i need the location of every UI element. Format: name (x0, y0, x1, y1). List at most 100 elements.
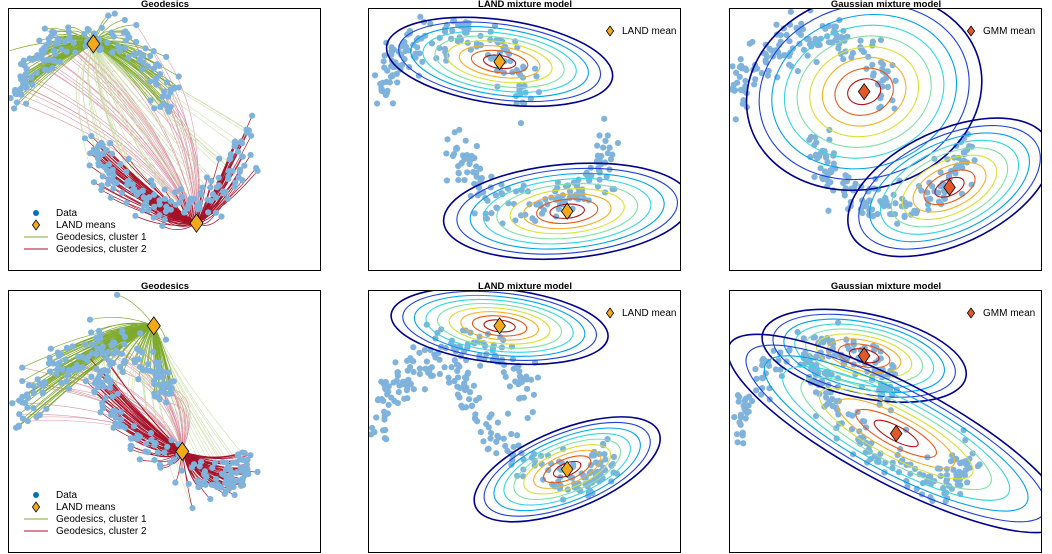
data-point (147, 367, 154, 374)
density-contour (446, 40, 553, 84)
data-point (101, 164, 108, 171)
panel-title: Geodesics (141, 282, 189, 292)
data-point (65, 36, 73, 43)
density-contour (413, 294, 586, 357)
data-point (477, 429, 484, 436)
data-point (842, 172, 849, 179)
data-point (212, 209, 220, 216)
panel-1-2: LAND mixture model LAND mean (368, 0, 682, 272)
data-point (471, 154, 478, 162)
data-point (248, 132, 255, 139)
data-point (39, 390, 46, 397)
data-point (369, 424, 376, 432)
data-point (223, 459, 230, 466)
data-point (918, 187, 925, 194)
data-point (531, 462, 538, 469)
data-point (70, 39, 77, 46)
data-point (105, 161, 113, 168)
data-point (139, 207, 146, 214)
data-point (127, 435, 135, 442)
data-point (493, 438, 500, 445)
data-point (392, 359, 399, 366)
data-point (441, 364, 448, 371)
data-point (514, 432, 521, 439)
gmm-mean-marker (889, 424, 903, 443)
chart-svg: Gaussian mixture model GMM mean (729, 0, 1042, 271)
data-point (827, 166, 834, 174)
data-point (142, 440, 150, 447)
data-point (239, 449, 246, 456)
data-point (954, 481, 961, 488)
data-point (777, 366, 784, 373)
data-point (119, 368, 126, 376)
data-point (861, 418, 868, 425)
data-point (15, 423, 22, 430)
data-point (97, 330, 104, 338)
data-point (109, 176, 116, 183)
data-point (82, 341, 89, 348)
data-point (85, 353, 92, 360)
data-point (601, 115, 608, 122)
legend-marker-land-mean (31, 501, 41, 513)
data-point (150, 65, 158, 72)
data-point (763, 53, 771, 60)
geodesic-cross (93, 43, 192, 201)
data-point (151, 191, 158, 198)
data-point (555, 205, 562, 212)
geodesic-cluster-2 (98, 145, 197, 224)
data-point (167, 103, 174, 111)
density-contour (470, 49, 529, 74)
data-point (753, 375, 760, 382)
data-point (830, 160, 837, 167)
data-point (739, 429, 746, 436)
density-contour (858, 124, 1041, 250)
density-contour (729, 333, 1042, 534)
data-point (848, 426, 856, 433)
data-point (163, 203, 170, 210)
data-point (940, 485, 947, 492)
panel-2-2: LAND mixture model LAND mean (368, 282, 682, 554)
data-point (147, 52, 154, 60)
data-point (64, 370, 72, 377)
data-point (879, 61, 887, 68)
data-point (104, 374, 111, 381)
land-mean-marker (86, 34, 101, 54)
data-point (62, 356, 69, 363)
data-point (737, 421, 744, 428)
data-point (104, 39, 111, 46)
data-point (428, 40, 436, 47)
data-point (404, 367, 411, 374)
density-contour (543, 455, 592, 484)
data-point (464, 39, 471, 46)
data-point (461, 155, 468, 162)
data-point (850, 338, 857, 345)
data-point (777, 31, 784, 39)
data-point (870, 70, 877, 77)
data-point (231, 138, 238, 145)
data-point (428, 364, 435, 371)
data-point (33, 413, 40, 421)
geodesic-cross (93, 43, 220, 186)
gmm-mean-marker (857, 347, 871, 365)
data-point (234, 148, 242, 155)
data-point (885, 202, 893, 209)
density-contour (448, 307, 551, 345)
data-point (239, 477, 246, 484)
density-contour (434, 35, 565, 88)
data-point (487, 435, 494, 442)
data-point (94, 345, 101, 352)
data-point (95, 160, 102, 167)
data-point (831, 26, 838, 34)
data-point (133, 191, 140, 198)
data-point (509, 456, 516, 463)
data-point (91, 387, 98, 395)
data-point (416, 371, 423, 378)
data-point (477, 362, 484, 369)
data-point (24, 417, 31, 425)
data-point (445, 374, 452, 381)
data-point (819, 175, 826, 183)
density-contour (456, 167, 679, 255)
data-point (463, 375, 470, 382)
data-point (840, 56, 847, 63)
data-point (36, 381, 44, 388)
